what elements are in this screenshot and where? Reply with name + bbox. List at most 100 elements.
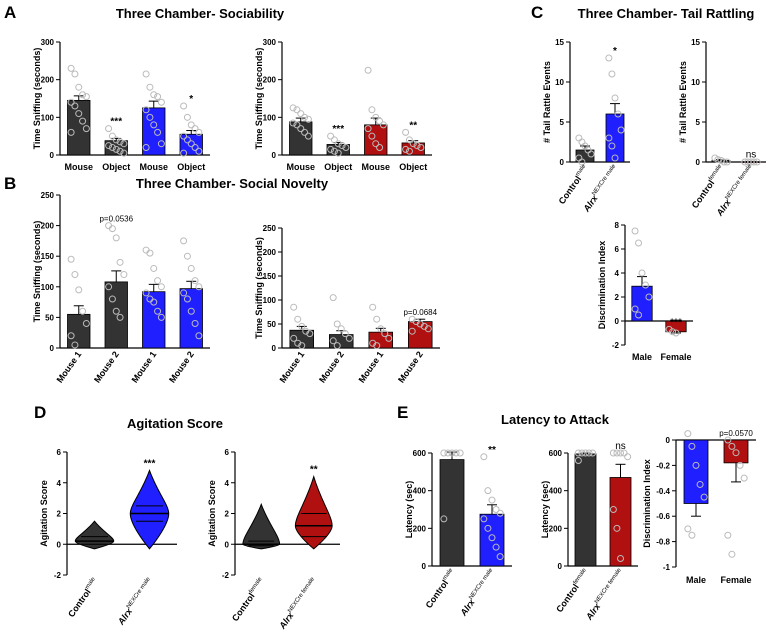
y-tick-label: 0 [558,562,563,571]
data-point [71,341,79,349]
y-tick-label: 100 [41,283,55,292]
panel-letter-d: D [34,403,46,422]
y-tick-label: 0 [666,436,671,445]
data-point [293,121,301,129]
x-tick-label: Object [399,162,427,172]
data-point [289,119,297,127]
data-point [187,264,195,272]
y-tick-label: 15 [691,38,700,47]
x-tick-label: AlrxNEXCre female [714,163,757,219]
data-point [736,461,744,469]
data-point [376,117,384,125]
x-tick-label: Mouse [64,162,93,172]
data-point [688,442,696,450]
significance-label: *** [670,317,682,328]
data-point [402,128,410,136]
data-point [424,325,432,333]
title-agitation: Agitation Score [127,416,223,431]
x-tick-label: Mouse 2 [92,349,121,384]
violin [74,520,115,550]
bar [104,281,128,349]
y-tick-label: 4 [615,269,620,278]
bar [289,329,314,349]
y-tick-label: 50 [267,320,276,329]
data-point [578,158,586,166]
data-point [290,334,298,342]
y-tick-label: -1 [663,563,671,572]
data-point [187,307,195,315]
data-point [105,125,113,133]
data-point [452,449,460,457]
data-point [645,293,653,301]
x-tick-label: Controlmale [424,567,458,610]
data-point [306,330,314,338]
data-point [582,449,589,457]
bar [67,99,91,156]
y-tick-label: 0 [57,540,62,549]
data-point [578,449,586,457]
data-point [150,91,158,99]
y-axis-label: Time Sniffing (seconds) [254,48,264,150]
data-point [154,277,162,285]
x-tick-label: Controlmale [66,576,100,619]
y-tick-label: 300 [263,38,277,47]
data-point [330,147,338,155]
chart-e2: 0 200 400 600 Latency (sec) Controlfemale ns Al… [540,441,638,622]
y-tick-label: 0 [615,317,620,326]
data-point [444,449,452,457]
data-point [105,283,113,291]
bar [439,459,465,567]
data-point [191,125,199,133]
data-point [342,143,350,151]
data-point [150,121,158,129]
data-point [120,149,128,157]
data-point [611,94,619,102]
significance-label: *** [332,124,344,135]
data-point [82,320,90,328]
data-point [142,70,150,78]
data-point [67,255,75,263]
data-point [574,449,582,457]
data-point [448,449,456,457]
panel-letter-c: C [531,3,543,22]
data-point [116,313,124,321]
x-tick-label: Mouse 1 [130,349,159,384]
y-tick-label: 5 [696,118,701,127]
data-point [692,461,700,469]
x-tick-label: Mouse 1 [55,349,84,384]
data-point [408,327,416,335]
data-point [728,550,736,558]
data-point [301,113,309,121]
data-point [105,142,113,150]
x-tick-label: Controlfemale [554,567,591,614]
y-tick-label: -2 [612,341,620,350]
data-point [150,298,158,306]
data-point [116,147,124,155]
significance-label: *** [144,458,156,469]
x-tick-label: AlrxNEXCre male [581,163,621,214]
data-point [293,106,301,114]
x-tick-label: Male [686,575,706,585]
data-point [405,136,413,144]
significance-label: ** [409,120,417,131]
data-point [297,110,305,118]
data-point [585,449,593,457]
data-point [75,83,83,91]
data-point [301,128,309,136]
data-point [379,121,387,129]
y-tick-label: 250 [263,224,277,233]
x-tick-label: Mouse 2 [167,349,196,384]
violin [129,468,170,550]
data-point [587,150,595,158]
data-point [589,449,597,457]
title-sociability: Three Chamber- Sociability [116,6,285,21]
data-point [484,524,492,532]
data-point [334,140,342,148]
data-point [142,289,150,297]
significance-label: *** [110,117,122,128]
data-point [364,125,372,133]
x-tick-label: Mouse 1 [357,349,386,384]
data-point [635,239,643,247]
y-tick-label: 200 [263,248,277,257]
